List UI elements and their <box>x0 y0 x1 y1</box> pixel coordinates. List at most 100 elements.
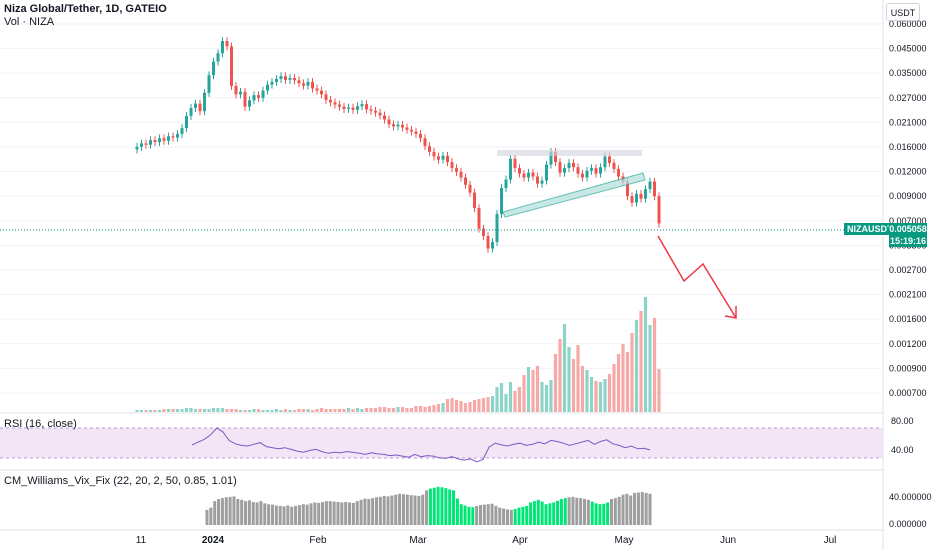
candle-body <box>423 138 427 147</box>
candle-body <box>536 176 539 184</box>
vix-bar <box>355 501 359 525</box>
vix-bar <box>401 494 405 525</box>
candle-body <box>549 151 553 165</box>
volume-bar <box>252 409 256 412</box>
rsi-tick-label: 80.00 <box>891 416 914 426</box>
vix-bar <box>455 498 459 525</box>
projection-arrow-drawing[interactable] <box>657 235 737 319</box>
vix-bar <box>636 492 640 525</box>
candle-body <box>162 138 166 141</box>
vix-bar <box>286 505 290 525</box>
candle-body <box>153 140 157 143</box>
last-price-value: 0.005058 <box>889 224 927 234</box>
time-axis[interactable]: 11 2024 Feb Mar Apr May Jun Jul <box>136 535 837 546</box>
candle-body <box>482 228 485 237</box>
vix-bar <box>263 503 267 525</box>
volume-bar <box>508 382 513 412</box>
vix-bar <box>475 505 479 525</box>
vix-bar <box>421 494 425 525</box>
candle-body <box>216 53 220 62</box>
candle-body <box>459 171 463 178</box>
volume-bar <box>526 367 531 412</box>
wedge-pattern-drawing[interactable] <box>497 150 646 218</box>
volume-bar <box>535 366 540 412</box>
currency-button[interactable]: USDT <box>886 3 920 21</box>
vix-bar <box>625 493 629 525</box>
volume-bar <box>297 409 301 412</box>
vix-bar <box>617 496 621 525</box>
candle-body <box>338 104 341 107</box>
volume-bar <box>553 354 558 412</box>
vix-bar <box>444 488 448 525</box>
price-tick-label: 0.001600 <box>889 314 927 324</box>
candle-body <box>387 119 391 125</box>
vix-bar <box>255 502 259 525</box>
vix-bar <box>274 505 278 525</box>
vix-bar <box>220 498 224 525</box>
volume-bar <box>472 400 477 412</box>
vix-bar <box>236 499 240 525</box>
candle-body <box>477 208 481 229</box>
candle-body <box>288 78 292 80</box>
candle-body <box>239 91 242 95</box>
vix-bar <box>459 504 463 525</box>
volume-bar <box>220 408 225 412</box>
vix-bar <box>502 508 506 525</box>
vix-bar <box>247 500 251 525</box>
vix-bar <box>602 503 606 525</box>
volume-bar <box>288 410 292 412</box>
vix-bar <box>490 503 494 525</box>
vix-bar <box>386 496 390 525</box>
vix-bar <box>209 507 213 525</box>
candle-body <box>248 100 251 107</box>
price-tick-label: 0.021000 <box>889 117 927 127</box>
vix-bar <box>494 505 498 525</box>
volume-bar <box>184 408 189 412</box>
volume-bar <box>459 401 463 412</box>
candle-body <box>185 115 188 129</box>
candle-body <box>401 124 404 128</box>
vix-legend[interactable]: CM_Williams_Vix_Fix (22, 20, 2, 50, 0.85… <box>4 475 237 487</box>
vix-bar <box>278 505 282 525</box>
vix-bar <box>425 490 429 525</box>
candle-body <box>495 213 499 243</box>
candle-body <box>189 108 193 116</box>
vix-bar <box>340 502 344 525</box>
vix-bar <box>398 493 402 525</box>
candle-body <box>275 78 278 82</box>
volume-bar <box>423 407 427 412</box>
vix-tick-label: 0.000000 <box>889 519 927 529</box>
candle-body <box>356 106 359 110</box>
volume-bar <box>450 398 454 412</box>
volume-bar <box>657 369 661 412</box>
vix-bar <box>567 497 571 525</box>
vix-bar <box>440 487 444 525</box>
candle-body <box>176 133 179 138</box>
volume-bar <box>369 408 373 412</box>
candle-body <box>500 188 503 214</box>
vix-bar <box>479 505 483 525</box>
time-tick-label: Jul <box>824 535 837 546</box>
volume-bar <box>292 410 297 412</box>
vix-bar <box>467 506 471 525</box>
grid-lines <box>0 23 883 394</box>
vix-bar <box>417 495 421 525</box>
vix-bar <box>324 501 328 525</box>
chart-title[interactable]: Niza Global/Tether, 1D, GATEIO <box>4 3 167 15</box>
vix-bar <box>270 504 274 525</box>
volume-bar <box>193 409 198 412</box>
vix-bar <box>351 502 355 525</box>
candle-body <box>342 106 346 109</box>
candle-body <box>203 92 206 112</box>
volume-bar <box>585 370 589 412</box>
vix-bar <box>532 501 536 525</box>
volume-legend[interactable]: Vol · NIZA <box>4 16 55 28</box>
rsi-legend[interactable]: RSI (16, close) <box>4 418 77 430</box>
price-axis[interactable]: 0.060000 0.045000 0.035000 0.027000 0.021000… <box>889 19 927 398</box>
volume-bar <box>207 409 211 412</box>
time-tick-label: Apr <box>512 535 528 546</box>
volume-bars <box>135 297 661 412</box>
candle-body <box>311 81 314 89</box>
candle-body <box>374 110 377 113</box>
